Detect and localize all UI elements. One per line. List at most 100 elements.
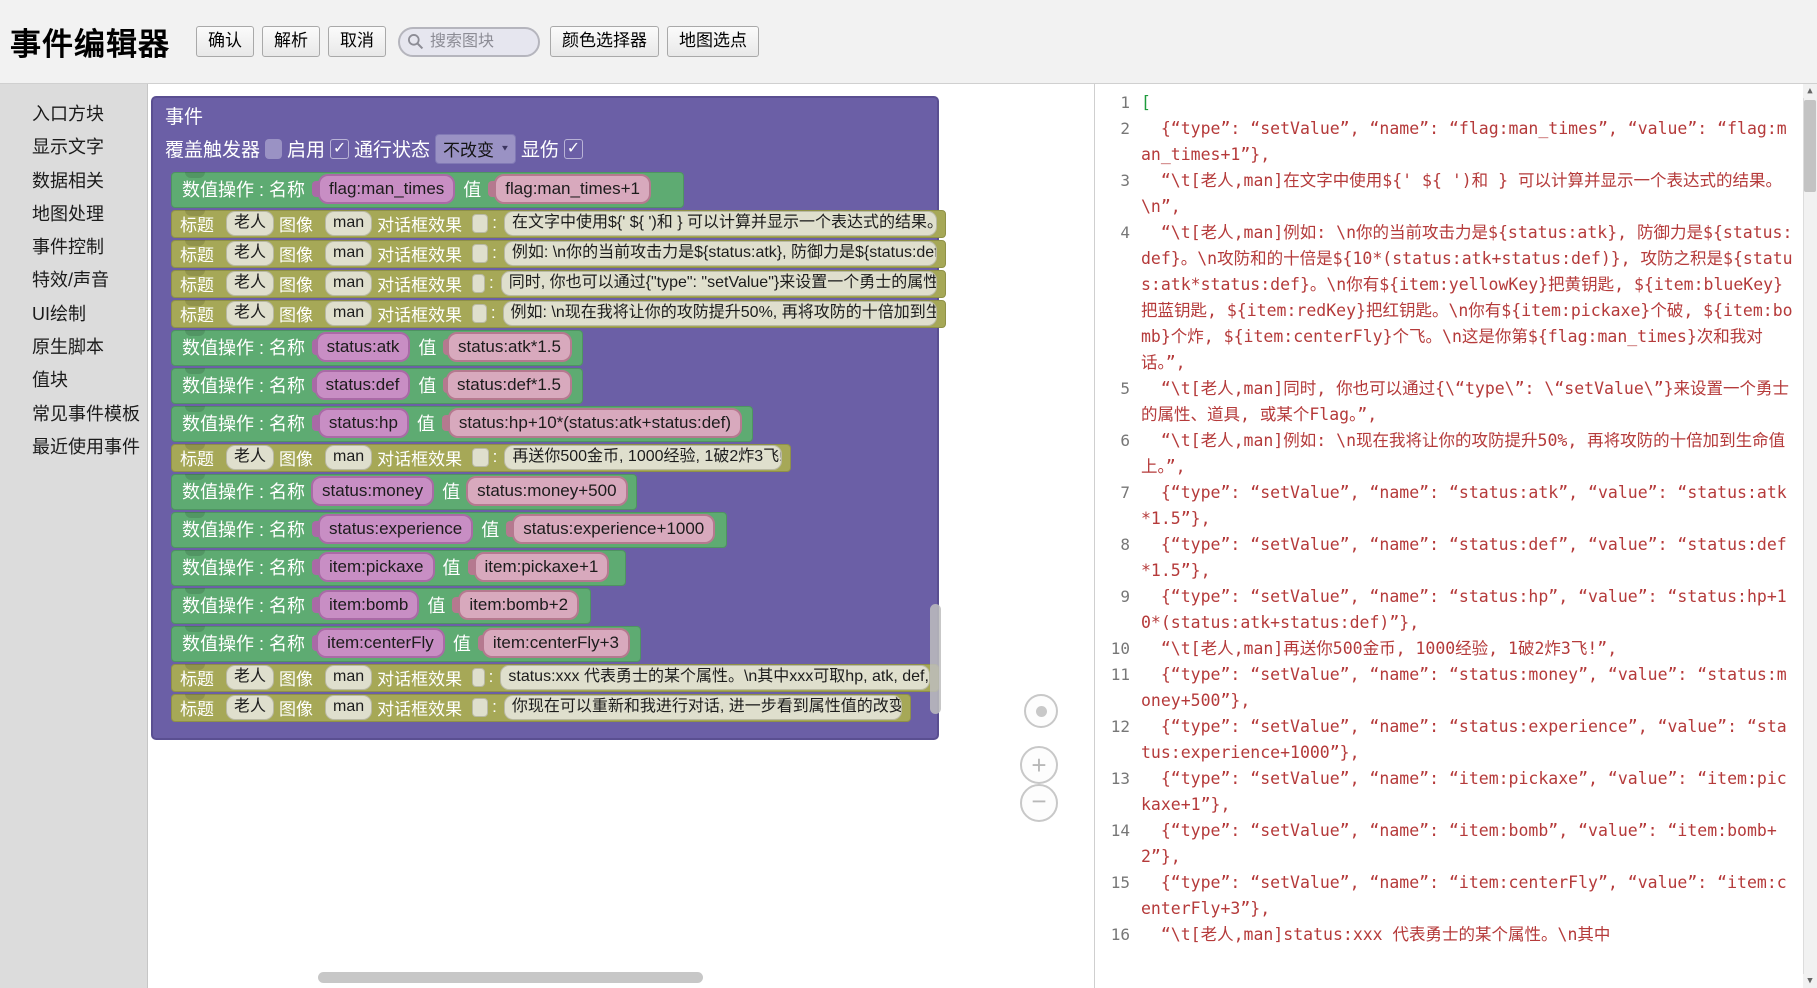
speaker-name-field[interactable]: 老人 [226, 694, 275, 720]
code-line-text[interactable]: {“type”: “setValue”, “name”: “status:exp… [1141, 717, 1787, 762]
sidebar-item-common-template[interactable]: 常见事件模板 [32, 403, 140, 424]
dialog-text-field[interactable]: 同时, 你也可以通过{"type": "setValue"}来设置一个勇士的属性… [500, 270, 937, 296]
code-line-text[interactable]: {“type”: “setValue”, “name”: “flag:man_t… [1141, 119, 1787, 164]
code-line-text[interactable]: {“type”: “setValue”, “name”: “item:cente… [1141, 873, 1787, 918]
image-name-field[interactable]: man [325, 240, 373, 266]
pass-state-dropdown[interactable]: 不改变 ▼ [435, 133, 516, 164]
search-box[interactable] [398, 26, 540, 57]
blockly-workspace[interactable]: 事件 覆盖触发器 启用 ✓ 通行状态 不改变 ▼ 显伤 ✓ 数值操作 : 名称 f… [148, 84, 1095, 988]
set-value-block[interactable]: 数值操作 : 名称 status:def 值 status:def*1.5 [171, 367, 583, 404]
variable-value-field[interactable]: status:def*1.5 [446, 370, 572, 401]
dialog-effect-checkbox[interactable] [472, 243, 489, 263]
sidebar-item-recent-events[interactable]: 最近使用事件 [32, 436, 140, 457]
code-line-text[interactable]: “\t[老人,man]status:xxx 代表勇士的某个属性。\n其中 [1141, 925, 1611, 944]
zoom-in-button[interactable]: + [1020, 746, 1058, 784]
variable-name-field[interactable]: item:centerFly [316, 628, 445, 659]
dialog-text-field[interactable]: 再送你500金币, 1000经验, 1破2炸3飞! [504, 444, 782, 470]
image-name-field[interactable]: man [325, 664, 373, 690]
dialog-text-field[interactable]: 例如: \n现在我将让你的攻防提升50%, 再将攻防的十倍加到生命值上。 [502, 300, 937, 326]
speaker-name-field[interactable]: 老人 [226, 240, 275, 266]
variable-value-field[interactable]: item:centerFly+3 [481, 628, 630, 659]
dialog-text-field[interactable]: status:xxx 代表勇士的某个属性。\n其中xxx可取hp, atk, d… [500, 664, 930, 690]
parse-button[interactable]: 解析 [262, 25, 320, 58]
variable-value-field[interactable]: item:pickaxe+1 [473, 552, 610, 583]
cancel-button[interactable]: 取消 [328, 25, 386, 58]
dialog-effect-checkbox[interactable] [472, 697, 489, 717]
dialog-effect-checkbox[interactable] [472, 447, 489, 467]
speaker-name-field[interactable]: 老人 [226, 664, 275, 690]
code-line-text[interactable]: [ [1141, 93, 1151, 112]
code-line-text[interactable]: {“type”: “setValue”, “name”: “item:bomb”… [1141, 821, 1777, 866]
dialog-effect-checkbox[interactable] [472, 667, 485, 687]
code-panel-scrollbar-thumb[interactable] [1804, 100, 1816, 192]
sidebar-item-data[interactable]: 数据相关 [32, 170, 104, 191]
variable-value-field[interactable]: flag:man_times+1 [494, 174, 651, 205]
image-name-field[interactable]: man [325, 694, 373, 720]
override-trigger-checkbox[interactable] [265, 138, 283, 159]
image-name-field[interactable]: man [325, 444, 373, 470]
set-value-block[interactable]: 数值操作 : 名称 flag:man_times 值 flag:man_times+1 [171, 171, 684, 208]
speaker-name-field[interactable]: 老人 [226, 300, 275, 326]
code-line-text[interactable]: “\t[老人,man]例如: \n现在我将让你的攻防提升50%, 再将攻防的十倍… [1141, 431, 1786, 476]
variable-value-field[interactable]: item:bomb+2 [458, 590, 580, 621]
dialog-effect-checkbox[interactable] [472, 303, 487, 323]
show-text-block[interactable]: 标题 老人 图像 man 对话框效果: 在文字中使用${' ${ ')和 } 可以计算并显… [171, 209, 946, 238]
code-line-text[interactable]: {“type”: “setValue”, “name”: “item:picka… [1141, 769, 1787, 814]
image-name-field[interactable]: man [325, 210, 373, 236]
set-value-block[interactable]: 数值操作 : 名称 status:money 值 status:money+500 [171, 473, 637, 510]
dialog-text-field[interactable]: 在文字中使用${' ${ ')和 } 可以计算并显示一个表达式的结果。\n [503, 210, 937, 236]
scroll-down-arrow-icon[interactable]: ▼ [1803, 974, 1817, 988]
dialog-text-field[interactable]: 例如: \n你的当前攻击力是${status:atk}, 防御力是${statu… [503, 240, 937, 266]
code-line-text[interactable]: “\t[老人,man]例如: \n你的当前攻击力是${status:atk}, … [1141, 223, 1793, 372]
code-line-text[interactable]: “\t[老人,man]同时, 你也可以通过{\“type\”: \“setVal… [1141, 379, 1790, 424]
code-line-text[interactable]: “\t[老人,man]再送你500金币, 1000经验, 1破2炸3飞!”, [1141, 639, 1618, 658]
event-root-block[interactable]: 事件 覆盖触发器 启用 ✓ 通行状态 不改变 ▼ 显伤 ✓ 数值操作 : 名称 f… [151, 96, 946, 740]
workspace-vertical-scrollbar[interactable] [930, 604, 941, 714]
map-point-picker-button[interactable]: 地图选点 [667, 25, 759, 58]
set-value-block[interactable]: 数值操作 : 名称 status:hp 值 status:hp+10*(status:… [171, 405, 753, 442]
show-text-block[interactable]: 标题 老人 图像 man 对话框效果: 你现在可以重新和我进行对话, 进一步看到属性值的改… [171, 693, 911, 722]
center-workspace-button[interactable] [1024, 694, 1058, 728]
image-name-field[interactable]: man [325, 270, 373, 296]
json-code-panel[interactable]: 1[2 {“type”: “setValue”, “name”: “flag:m… [1095, 84, 1817, 988]
confirm-button[interactable]: 确认 [196, 25, 254, 58]
code-line-text[interactable]: {“type”: “setValue”, “name”: “status:mon… [1141, 665, 1787, 710]
code-line-text[interactable]: “\t[老人,man]在文字中使用${' ${ ')和 } 可以计算并显示一个表… [1141, 171, 1782, 216]
show-text-block[interactable]: 标题 老人 图像 man 对话框效果: 例如: \n你的当前攻击力是${status:at… [171, 239, 946, 268]
variable-name-field[interactable]: item:pickaxe [318, 552, 435, 583]
variable-value-field[interactable]: status:hp+10*(status:atk+status:def) [447, 408, 742, 439]
variable-value-field[interactable]: status:atk*1.5 [446, 332, 572, 363]
set-value-block[interactable]: 数值操作 : 名称 item:pickaxe 值 item:pickaxe+1 [171, 549, 626, 586]
set-value-block[interactable]: 数值操作 : 名称 status:atk 值 status:atk*1.5 [171, 329, 583, 366]
set-value-block[interactable]: 数值操作 : 名称 status:experience 值 status:experi… [171, 511, 727, 548]
show-text-block[interactable]: 标题 老人 图像 man 对话框效果: status:xxx 代表勇士的某个属性。\n其中… [171, 663, 939, 692]
dialog-effect-checkbox[interactable] [472, 273, 485, 293]
variable-name-field[interactable]: status:atk [315, 332, 411, 363]
speaker-name-field[interactable]: 老人 [226, 270, 275, 296]
color-picker-button[interactable]: 颜色选择器 [550, 25, 659, 58]
sidebar-item-map[interactable]: 地图处理 [32, 203, 104, 224]
variable-name-field[interactable]: status:experience [318, 514, 474, 545]
dialog-effect-checkbox[interactable] [472, 213, 489, 233]
scroll-up-arrow-icon[interactable]: ▲ [1803, 84, 1817, 98]
set-value-block[interactable]: 数值操作 : 名称 item:centerFly 值 item:centerFly+3 [171, 625, 641, 662]
sidebar-item-effects-sound[interactable]: 特效/声音 [32, 270, 110, 291]
enable-checkbox[interactable]: ✓ [330, 138, 350, 159]
workspace-horizontal-scrollbar[interactable] [318, 972, 703, 983]
sidebar-item-value-block[interactable]: 值块 [32, 370, 68, 391]
sidebar-item-native-script[interactable]: 原生脚本 [32, 337, 104, 358]
variable-name-field[interactable]: status:def [314, 370, 411, 401]
sidebar-item-show-text[interactable]: 显示文字 [32, 137, 104, 158]
show-text-block[interactable]: 标题 老人 图像 man 对话框效果: 例如: \n现在我将让你的攻防提升50%, 再将攻… [171, 299, 946, 328]
code-panel-scrollbar-track[interactable]: ▲ ▼ [1803, 84, 1817, 988]
show-damage-checkbox[interactable]: ✓ [563, 138, 583, 159]
variable-value-field[interactable]: status:money+500 [466, 476, 628, 507]
image-name-field[interactable]: man [325, 300, 373, 326]
zoom-out-button[interactable]: − [1020, 784, 1058, 822]
speaker-name-field[interactable]: 老人 [226, 444, 275, 470]
sidebar-item-event-control[interactable]: 事件控制 [32, 237, 104, 258]
code-line-text[interactable]: {“type”: “setValue”, “name”: “status:atk… [1141, 483, 1787, 528]
variable-name-field[interactable]: flag:man_times [318, 174, 456, 205]
show-text-block[interactable]: 标题 老人 图像 man 对话框效果: 同时, 你也可以通过{"type": "setVa… [171, 269, 946, 298]
code-line-text[interactable]: {“type”: “setValue”, “name”: “status:def… [1141, 535, 1787, 580]
